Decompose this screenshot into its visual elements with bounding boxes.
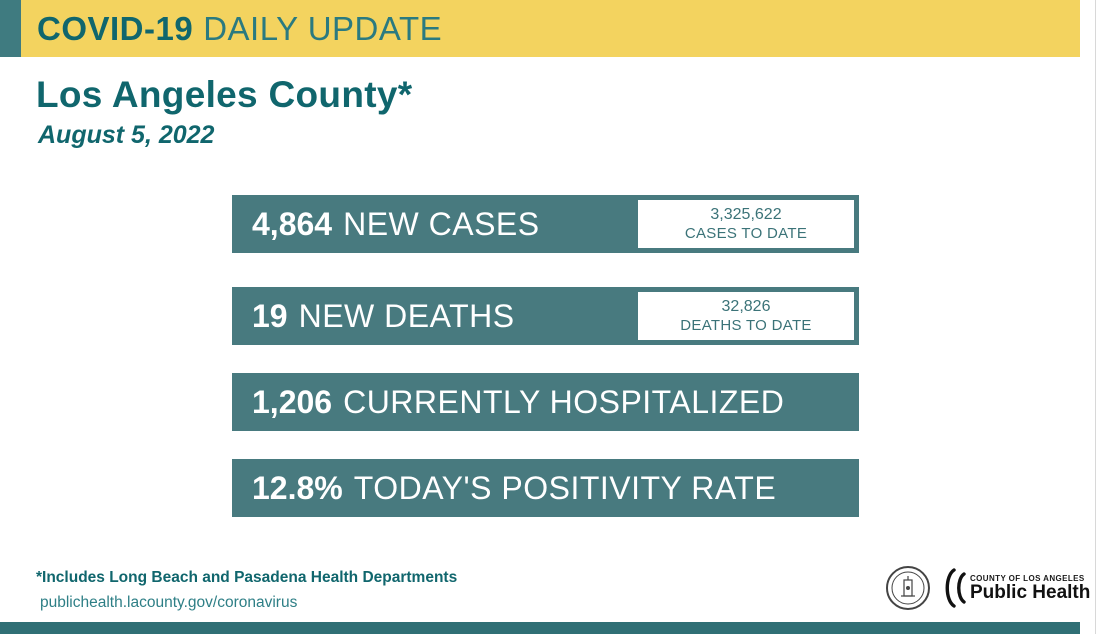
stat-bar-new-cases: 4,864 NEW CASES 3,325,622 CASES TO DATE	[232, 195, 859, 253]
banner: COVID-19 DAILY UPDATE	[0, 0, 1080, 57]
banner-title-daily-update: DAILY UPDATE	[203, 9, 443, 47]
positivity-rate-label: TODAY'S POSITIVITY RATE	[353, 469, 777, 506]
deaths-to-date-value: 32,826	[721, 297, 771, 315]
stat-bar-positivity-rate: 12.8% TODAY'S POSITIVITY RATE	[232, 459, 859, 517]
stat-bar-new-deaths: 19 NEW DEATHS 32,826 DEATHS TO DATE	[232, 287, 859, 345]
cases-to-date-box: 3,325,622 CASES TO DATE	[638, 200, 854, 248]
hospitalized-label: CURRENTLY HOSPITALIZED	[343, 383, 785, 420]
deaths-to-date-box: 32,826 DEATHS TO DATE	[638, 292, 854, 340]
banner-title: COVID-19 DAILY UPDATE	[37, 0, 442, 57]
page-title: Los Angeles County*	[36, 74, 413, 115]
public-health-logo: COUNTY OF LOS ANGELES Public Health	[940, 568, 1090, 608]
new-deaths-value: 19	[252, 297, 288, 334]
positivity-rate-value: 12.8%	[252, 469, 343, 506]
agency-county-line: COUNTY OF LOS ANGELES	[970, 573, 1085, 583]
cases-to-date-label: CASES TO DATE	[684, 224, 808, 242]
cases-to-date-value: 3,325,622	[710, 205, 782, 223]
new-cases-value: 4,864	[252, 205, 333, 242]
agency-name-line: Public Health	[970, 581, 1091, 603]
hospitalized-value: 1,206	[252, 383, 333, 420]
new-deaths-label: NEW DEATHS	[298, 297, 515, 334]
new-cases-label: NEW CASES	[343, 205, 540, 242]
website-url: publichealth.lacounty.gov/coronavirus	[40, 594, 298, 611]
stat-bar-hospitalized: 1,206 CURRENTLY HOSPITALIZED	[232, 373, 859, 431]
public-health-logo-text: COUNTY OF LOS ANGELES Public Health	[970, 574, 1090, 603]
banner-left-stripe	[0, 0, 21, 57]
la-county-seal-icon	[886, 566, 930, 610]
report-date: August 5, 2022	[38, 121, 215, 149]
banner-title-covid: COVID-19	[37, 9, 194, 47]
deaths-to-date-label: DEATHS TO DATE	[680, 316, 812, 334]
public-health-profiles-icon	[945, 568, 966, 608]
footnote: *Includes Long Beach and Pasadena Health…	[36, 569, 458, 586]
bottom-accent-bar	[0, 622, 1080, 634]
